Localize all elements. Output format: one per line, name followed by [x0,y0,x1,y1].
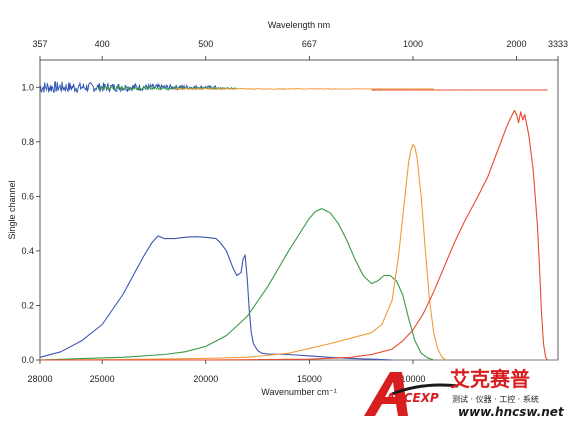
logo-main-text: 艾克赛普 [450,367,530,391]
series-lines [39,109,549,361]
series-line-3 [40,109,549,361]
y-tick-label-5: 1.0 [21,82,34,92]
y-axis-title: Single channel [7,180,17,239]
top-tick-label-2: 500 [198,39,213,49]
series-line-1 [39,208,434,361]
plot-border [39,59,559,361]
top-axis-title: Wavelength nm [268,20,330,30]
y-tick-label-0: 0.0 [21,355,34,365]
x-tick-label-3: 15000 [297,374,322,384]
x-axis-ticks: 28000 25000 20000 15000 10000 [27,360,425,384]
logo-url-text: www.hncsw.net [458,405,565,419]
y-tick-label-3: 0.6 [21,191,34,201]
logo-a-mark-icon [364,372,408,416]
reference-lines [39,80,548,93]
x-axis-title: Wavenumber cm⁻¹ [261,387,336,397]
top-tick-label-3: 667 [302,39,317,49]
top-axis-ticks: 357 400 500 667 1000 2000 3333 [32,39,568,60]
reference-line-1 [97,84,237,92]
x-tick-label-2: 20000 [193,374,218,384]
top-tick-label-4: 1000 [403,39,423,49]
logo-sub-text: 测试 · 仪器 · 工控 · 系统 [452,394,539,404]
x-tick-label-1: 25000 [90,374,115,384]
top-tick-label-0: 357 [32,39,47,49]
accexp-logo: 艾克赛普 ACCEXP 测试 · 仪器 · 工控 · 系统 www.hncsw.… [364,367,565,419]
series-line-2 [39,143,447,361]
reference-line-2 [174,87,434,91]
y-tick-label-2: 0.4 [21,246,34,256]
top-tick-label-5: 2000 [507,39,527,49]
y-tick-label-1: 0.2 [21,300,34,310]
logo-swoosh-icon [391,383,459,396]
x-tick-label-4: 10000 [400,374,425,384]
y-tick-label-4: 0.8 [21,137,34,147]
x-tick-label-0: 28000 [27,374,52,384]
logo-letters-text: ACCEXP [385,391,439,405]
y-axis-ticks: 0.0 0.2 0.4 0.6 0.8 1.0 [21,82,40,365]
top-tick-label-6: 3333 [548,39,568,49]
plot-frame [39,59,559,361]
top-tick-label-1: 400 [95,39,110,49]
reference-line-0 [39,80,217,93]
